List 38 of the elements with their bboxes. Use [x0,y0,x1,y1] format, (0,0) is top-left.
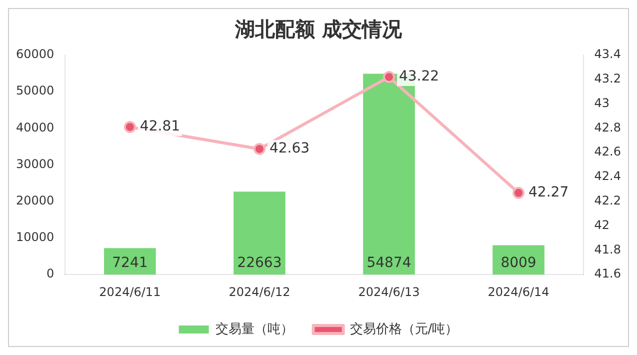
y2-tick-label: 43 [594,96,610,110]
point [124,120,136,133]
x-tick-label: 2024/6/12 [228,284,290,299]
y2-tick-label: 42.2 [594,194,621,208]
x-tick-label: 2024/6/13 [358,284,420,299]
legend-label: 交易价格（元/吨） [350,320,458,337]
y-tick-label: 50000 [16,84,54,98]
y-tick-label: 0 [46,266,54,281]
y2-tick-label: 41.8 [594,242,621,256]
y2-tick-label: 42.6 [594,144,621,159]
bar [234,192,286,275]
data-label: 7241 [112,255,148,272]
y2-tick-label: 41.6 [594,266,621,281]
bar [104,248,156,275]
data-label: 42.27 [528,184,569,200]
y-tick-label: 20000 [16,194,54,208]
point [253,142,266,155]
point [512,186,525,199]
legend-label: 交易量（吨） [215,320,294,337]
data-label: 42.63 [269,140,310,157]
y2-tick-label: 43.4 [594,47,621,62]
data-label: 54874 [366,255,412,272]
y-tick-label: 40000 [16,120,54,134]
point [382,70,395,83]
y2-tick-label: 42 [594,218,610,232]
x-tick-label: 2024/6/14 [488,284,550,299]
y-tick-label: 60000 [16,47,54,62]
data-label: 43.22 [398,68,440,85]
data-label: 8009 [500,255,536,272]
chart-title: 湖北配额 成交情况 [234,17,403,42]
y-tick-label: 10000 [16,230,54,244]
y-tick-label: 30000 [16,156,54,171]
y2-tick-label: 42.4 [594,169,621,184]
x-tick-label: 2024/6/11 [99,284,161,299]
y2-tick-label: 42.8 [594,120,621,134]
y2-tick-label: 43.2 [594,72,621,86]
data-label: 42.81 [140,118,180,135]
data-label: 22663 [237,255,282,272]
